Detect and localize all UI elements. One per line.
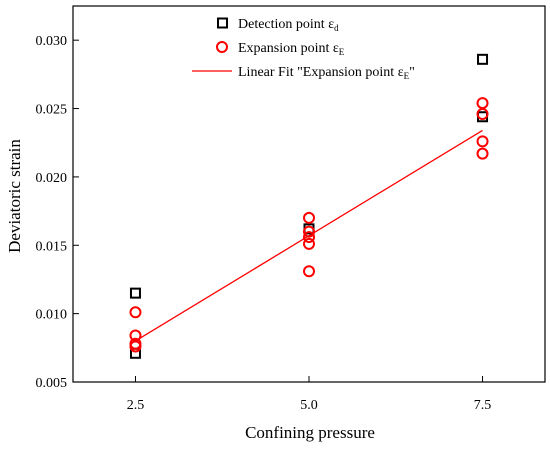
y-tick-label: 0.025 bbox=[36, 103, 68, 118]
detection-point bbox=[477, 53, 489, 65]
expansion-point bbox=[476, 108, 489, 121]
expansion-point bbox=[476, 135, 489, 148]
x-axis-title: Confining pressure bbox=[245, 423, 375, 442]
expansion-point bbox=[476, 147, 489, 160]
expansion-point bbox=[129, 306, 142, 319]
y-tick-label: 0.020 bbox=[36, 171, 68, 186]
axes: 0.005 0.010 0.015 0.020 0.025 0.030 2.5 5.0 7.5 bbox=[36, 5, 546, 413]
expansion-point bbox=[303, 237, 315, 250]
legend-expansion-marker bbox=[216, 41, 228, 53]
legend-label: Expansion point εE bbox=[238, 41, 345, 57]
legend: Detection point εd Expansion point εE Line… bbox=[192, 17, 415, 81]
expansion-point bbox=[303, 211, 315, 224]
plot-frame bbox=[72, 5, 546, 383]
detection-point bbox=[129, 287, 141, 299]
y-tick-label: 0.005 bbox=[36, 376, 68, 391]
plot-area bbox=[129, 53, 489, 359]
expansion-point bbox=[303, 265, 315, 278]
x-tick-label: 2.5 bbox=[127, 398, 145, 413]
x-tick-label: 7.5 bbox=[474, 398, 492, 413]
expansion-point bbox=[303, 231, 315, 244]
y-tick-label: 0.015 bbox=[36, 239, 68, 254]
expansion-point bbox=[476, 97, 489, 110]
expansion-point bbox=[129, 340, 142, 353]
y-tick-label: 0.010 bbox=[36, 308, 68, 323]
legend-label: Detection point εd bbox=[238, 17, 339, 33]
legend-label: Linear Fit "Expansion point εE" bbox=[238, 65, 415, 81]
expansion-point bbox=[303, 225, 315, 238]
legend-detection-marker bbox=[217, 17, 228, 29]
x-tick-label: 5.0 bbox=[300, 398, 318, 413]
y-axis-title: Deviatoric strain bbox=[5, 139, 24, 253]
y-tick-label: 0.030 bbox=[36, 34, 68, 49]
